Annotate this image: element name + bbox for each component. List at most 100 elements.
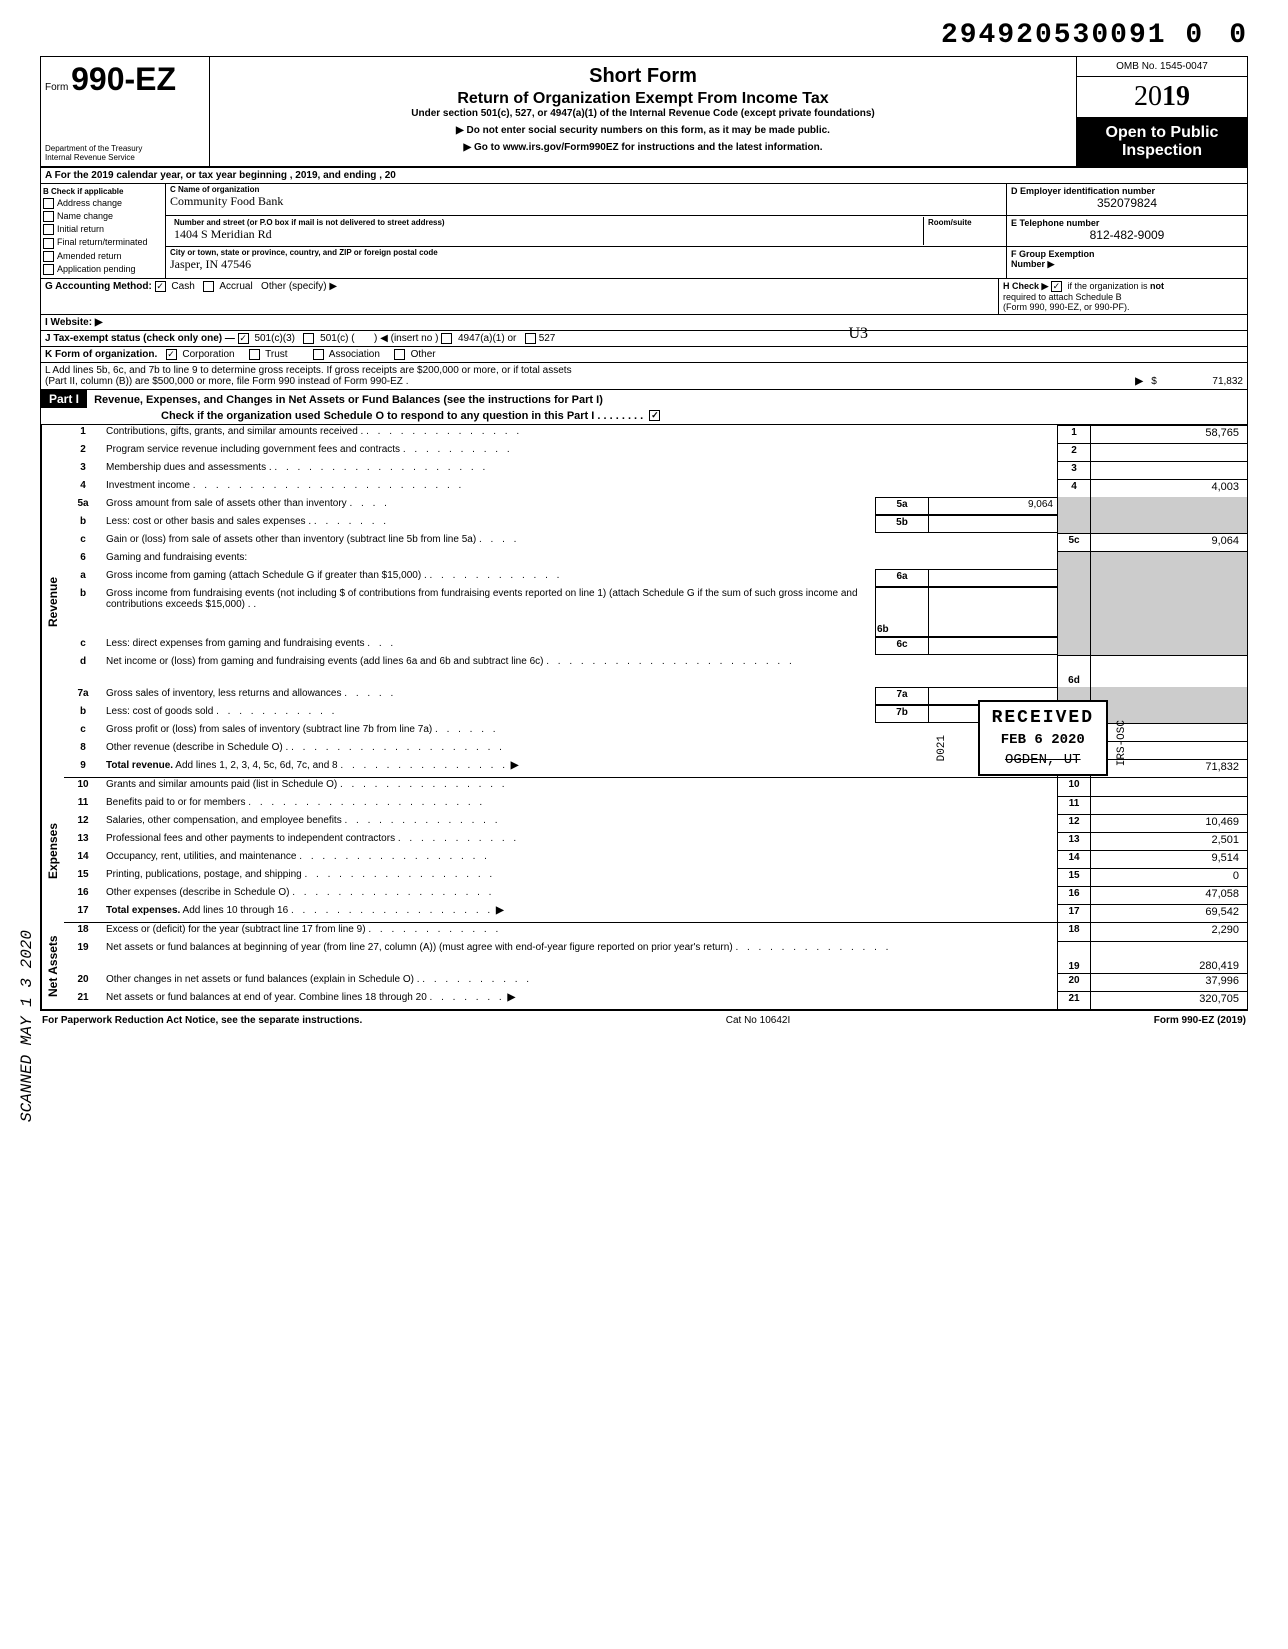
expenses-section: Expenses 10Grants and similar amounts pa… xyxy=(40,778,1248,923)
net-assets-section: Net Assets 18Excess or (deficit) for the… xyxy=(40,923,1248,1010)
line-20-desc: Other changes in net assets or fund bala… xyxy=(102,973,1057,991)
header-dln: 294920530091 00 xyxy=(40,20,1248,51)
line-5a-desc: Gross amount from sale of assets other t… xyxy=(102,497,875,515)
f-group: F Group Exemption Number ▶ xyxy=(1007,247,1247,278)
line-12-desc: Salaries, other compensation, and employ… xyxy=(102,814,1057,832)
line-7a-desc: Gross sales of inventory, less returns a… xyxy=(102,687,875,705)
right-header-column: OMB No. 1545-0047 2019 Open to Public In… xyxy=(1076,57,1247,166)
line-6-desc: Gaming and fundraising events: xyxy=(102,551,1057,569)
line-5b-desc: Less: cost or other basis and sales expe… xyxy=(102,515,875,533)
check-address-change[interactable]: Address change xyxy=(43,197,163,210)
line-5c-desc: Gain or (loss) from sale of assets other… xyxy=(102,533,1057,551)
line-13-desc: Professional fees and other payments to … xyxy=(102,832,1057,850)
check-assoc[interactable] xyxy=(313,349,324,360)
line-3-val xyxy=(1090,461,1247,479)
line-4-desc: Investment income . . . . . . . . . . . … xyxy=(102,479,1057,497)
line-14-desc: Occupancy, rent, utilities, and maintena… xyxy=(102,850,1057,868)
line-6c-val xyxy=(928,637,1057,655)
omb-number: OMB No. 1545-0047 xyxy=(1077,57,1247,77)
line-6d-desc: Net income or (loss) from gaming and fun… xyxy=(102,655,1057,687)
line-15-desc: Printing, publications, postage, and shi… xyxy=(102,868,1057,886)
irs-osc-stamp: IRS-OSC xyxy=(1116,720,1128,766)
line-9-val: 71,832 xyxy=(1090,759,1247,777)
g-accounting: G Accounting Method: Cash Accrual Other … xyxy=(41,279,998,314)
line-8-desc: Other revenue (describe in Schedule O) .… xyxy=(102,741,1057,759)
line-6a-desc: Gross income from gaming (attach Schedul… xyxy=(102,569,875,587)
line-18-desc: Excess or (deficit) for the year (subtra… xyxy=(102,923,1057,941)
side-label-revenue: Revenue xyxy=(41,425,64,778)
check-schedule-o[interactable] xyxy=(649,410,660,421)
line-11-desc: Benefits paid to or for members . . . . … xyxy=(102,796,1057,814)
ein-label: D Employer identification number xyxy=(1011,186,1243,196)
line-21-val: 320,705 xyxy=(1090,991,1247,1009)
line-6c-desc: Less: direct expenses from gaming and fu… xyxy=(102,637,875,655)
open-to-public: Open to Public Inspection xyxy=(1077,118,1247,166)
form-header: Form 990-EZ Department of the Treasury I… xyxy=(40,56,1248,168)
check-pending[interactable]: Application pending xyxy=(43,263,163,276)
title-return: Return of Organization Exempt From Incom… xyxy=(216,90,1070,108)
check-4947[interactable] xyxy=(441,333,452,344)
line-17-val: 69,542 xyxy=(1090,904,1247,922)
column-b-checkboxes: B Check if applicable Address change Nam… xyxy=(41,184,166,278)
check-name-change[interactable]: Name change xyxy=(43,210,163,223)
line-10-desc: Grants and similar amounts paid (list in… xyxy=(102,778,1057,796)
line-13-val: 2,501 xyxy=(1090,832,1247,850)
l-text2-row: (Part II, column (B)) are $500,000 or mo… xyxy=(45,376,1243,387)
line-19-desc: Net assets or fund balances at beginning… xyxy=(102,941,1057,973)
l-text1: L Add lines 5b, 6c, and 7b to line 9 to … xyxy=(45,365,1243,376)
line-11-val xyxy=(1090,796,1247,814)
side-label-netassets: Net Assets xyxy=(41,923,64,1009)
line-12-val: 10,469 xyxy=(1090,814,1247,832)
line-5c-val: 9,064 xyxy=(1090,533,1247,551)
dept-treasury: Department of the Treasury Internal Reve… xyxy=(45,144,205,162)
group-number: Number ▶ xyxy=(1011,259,1243,270)
d-ein: D Employer identification number 3520798… xyxy=(1007,184,1247,216)
check-501c[interactable] xyxy=(303,333,314,344)
addr-label: Number and street (or P.O box if mail is… xyxy=(174,218,919,227)
received-stamp: RECEIVED FEB 6 2020 OGDEN, UT xyxy=(978,700,1108,776)
d021-stamp: D021 xyxy=(936,735,948,761)
check-amended[interactable]: Amended return xyxy=(43,250,163,263)
line-1-desc: Contributions, gifts, grants, and simila… xyxy=(102,425,1057,443)
line-5b-val xyxy=(928,515,1057,533)
h-schedule-b: H Check ▶ if the organization is not req… xyxy=(998,279,1247,314)
check-h[interactable] xyxy=(1051,281,1062,292)
line-5a-val: 9,064 xyxy=(928,497,1057,515)
check-corp[interactable] xyxy=(166,349,177,360)
form-title-column: Short Form Return of Organization Exempt… xyxy=(210,57,1076,166)
check-final-return[interactable]: Final return/terminated xyxy=(43,236,163,249)
part-1-header: Part I Revenue, Expenses, and Changes in… xyxy=(40,390,1248,425)
check-527[interactable] xyxy=(525,333,536,344)
line-4-val: 4,003 xyxy=(1090,479,1247,497)
check-trust[interactable] xyxy=(249,349,260,360)
line-3-desc: Membership dues and assessments . . . . … xyxy=(102,461,1057,479)
org-city-row: City or town, state or province, country… xyxy=(166,247,1006,278)
footer-cat: Cat No 10642I xyxy=(726,1015,791,1026)
org-name-value: Community Food Bank xyxy=(170,194,1002,209)
line-2-desc: Program service revenue including govern… xyxy=(102,443,1057,461)
line-16-desc: Other expenses (describe in Schedule O) … xyxy=(102,886,1057,904)
check-initial-return[interactable]: Initial return xyxy=(43,223,163,236)
row-l-gross-receipts: L Add lines 5b, 6c, and 7b to line 9 to … xyxy=(40,363,1248,390)
page-footer: For Paperwork Reduction Act Notice, see … xyxy=(40,1010,1248,1030)
line-7b-desc: Less: cost of goods sold . . . . . . . .… xyxy=(102,705,875,723)
check-501c3[interactable] xyxy=(238,333,249,344)
title-short-form: Short Form xyxy=(216,65,1070,88)
line-6d-val xyxy=(1090,655,1247,687)
form-label-column: Form 990-EZ Department of the Treasury I… xyxy=(41,57,210,166)
line-2-val xyxy=(1090,443,1247,461)
l-text2: (Part II, column (B)) are $500,000 or mo… xyxy=(45,376,408,387)
line-7c-val xyxy=(1090,723,1247,741)
column-def: D Employer identification number 3520798… xyxy=(1006,184,1247,278)
row-g-h: G Accounting Method: Cash Accrual Other … xyxy=(40,279,1248,315)
section-bcdef: B Check if applicable Address change Nam… xyxy=(40,184,1248,279)
check-accrual[interactable] xyxy=(203,281,214,292)
line-16-val: 47,058 xyxy=(1090,886,1247,904)
line-10-val xyxy=(1090,778,1247,796)
check-cash[interactable] xyxy=(155,281,166,292)
tax-year: 2019 xyxy=(1077,77,1247,118)
part-1-label: Part I xyxy=(41,390,87,408)
c-name-label: C Name of organization xyxy=(170,185,1002,194)
l-amount: 71,832 xyxy=(1212,376,1243,387)
check-other[interactable] xyxy=(394,349,405,360)
